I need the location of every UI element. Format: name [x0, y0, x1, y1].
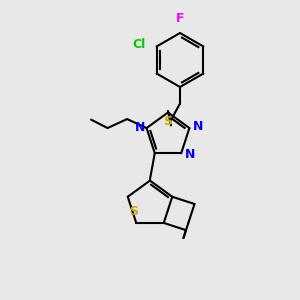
Text: Cl: Cl [133, 38, 146, 52]
Text: N: N [185, 148, 195, 161]
Text: S: S [129, 205, 138, 218]
Text: S: S [164, 115, 172, 128]
Text: F: F [176, 13, 184, 26]
Text: N: N [135, 121, 145, 134]
Text: N: N [193, 120, 203, 133]
